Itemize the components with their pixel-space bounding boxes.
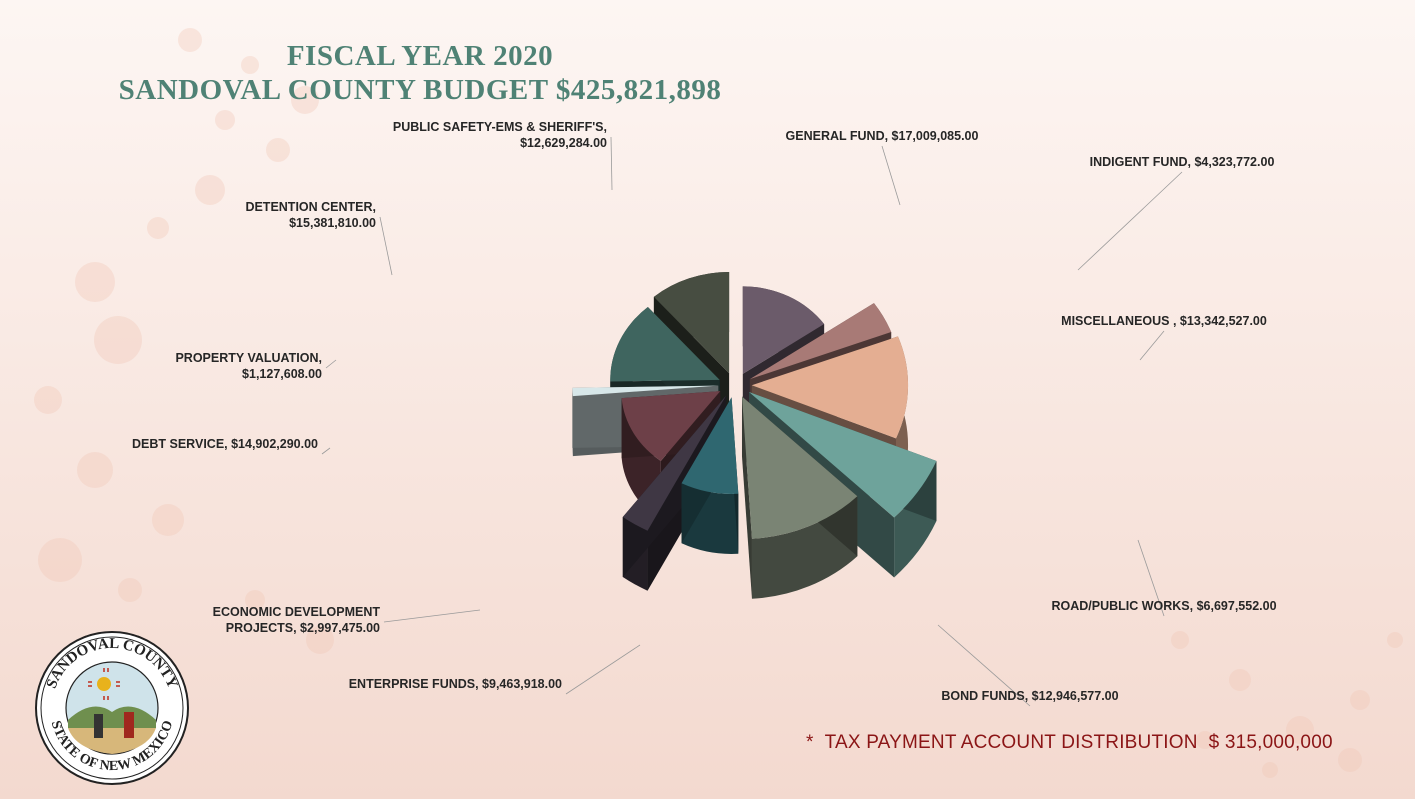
background-dot <box>291 86 319 114</box>
background-dot <box>266 138 290 162</box>
chart-title-year: FISCAL YEAR 2020 <box>286 40 554 72</box>
footnote-label: TAX PAYMENT ACCOUNT DISTRIBUTION <box>824 732 1198 753</box>
slice-label-detention-center: DETENTION CENTER, $15,381,810.00 <box>245 200 376 230</box>
footnote-amount: $ 315,000,000 <box>1208 732 1333 753</box>
slice-label-property-valuation: PROPERTY VALUATION, $1,127,608.00 <box>175 351 322 381</box>
tax-payment-footnote: * TAX PAYMENT ACCOUNT DISTRIBUTION $ 315… <box>806 732 1333 754</box>
slice-label-bond-funds: BOND FUNDS, $12,946,577.00 <box>941 689 1118 703</box>
background-dot <box>241 56 259 74</box>
slice-label-miscellaneous: MISCELLANEOUS , $13,342,527.00 <box>1061 314 1267 328</box>
background-dot <box>195 175 225 205</box>
leader-line <box>379 216 393 276</box>
background-dot <box>77 452 113 488</box>
slice-label-economic-development-projects: ECONOMIC DEVELOPMENT PROJECTS, $2,997,475… <box>213 605 381 635</box>
background-dot <box>1338 748 1362 772</box>
leader-line <box>1137 539 1165 617</box>
pie-slice-enterprise-funds <box>681 397 739 554</box>
figure-left-icon <box>94 714 103 738</box>
background-dot <box>1286 716 1314 744</box>
background-dot <box>1262 762 1278 778</box>
background-dot <box>118 578 142 602</box>
chart-title-budget: SANDOVAL COUNTY BUDGET $425,821,898 <box>118 74 722 106</box>
leader-line <box>1077 171 1183 271</box>
leader-line <box>937 624 1031 707</box>
slice-label-public-safety-ems-sheriff-s: PUBLIC SAFETY-EMS & SHERIFF'S, $12,629,28… <box>393 120 607 150</box>
background-dot <box>215 110 235 130</box>
leader-line <box>325 359 337 369</box>
leader-line <box>321 447 331 455</box>
slice-label-debt-service: DEBT SERVICE, $14,902,290.00 <box>132 437 318 451</box>
background-dot <box>1196 731 1214 749</box>
leader-line <box>565 644 641 695</box>
background-dot <box>38 538 82 582</box>
county-seal: SANDOVAL COUNTY STATE OF NEW MEXICO <box>35 631 189 785</box>
background-dot <box>94 316 142 364</box>
zia-sun-icon <box>97 677 111 691</box>
leader-line <box>881 145 901 206</box>
leader-line <box>383 609 481 623</box>
background-dot <box>75 262 115 302</box>
slice-label-road-public-works: ROAD/PUBLIC WORKS, $6,697,552.00 <box>1051 599 1276 613</box>
background-dot <box>1229 669 1251 691</box>
background-dot <box>152 504 184 536</box>
background-dot <box>1171 631 1189 649</box>
slice-label-general-fund: GENERAL FUND, $17,009,085.00 <box>786 129 979 143</box>
background-dot <box>245 590 265 610</box>
leader-line <box>610 136 613 191</box>
background-dot <box>147 217 169 239</box>
background-dot <box>178 28 202 52</box>
background-dot <box>1350 690 1370 710</box>
background-dot <box>306 626 334 654</box>
slice-label-enterprise-funds: ENTERPRISE FUNDS, $9,463,918.00 <box>349 677 562 691</box>
footnote-marker: * <box>806 732 814 753</box>
background-dot <box>1387 632 1403 648</box>
figure-right-icon <box>124 712 134 738</box>
background-dot <box>34 386 62 414</box>
slice-label-indigent-fund: INDIGENT FUND, $4,323,772.00 <box>1090 155 1275 169</box>
pie-slice-bond-funds <box>741 396 858 599</box>
leader-line <box>1139 330 1165 361</box>
